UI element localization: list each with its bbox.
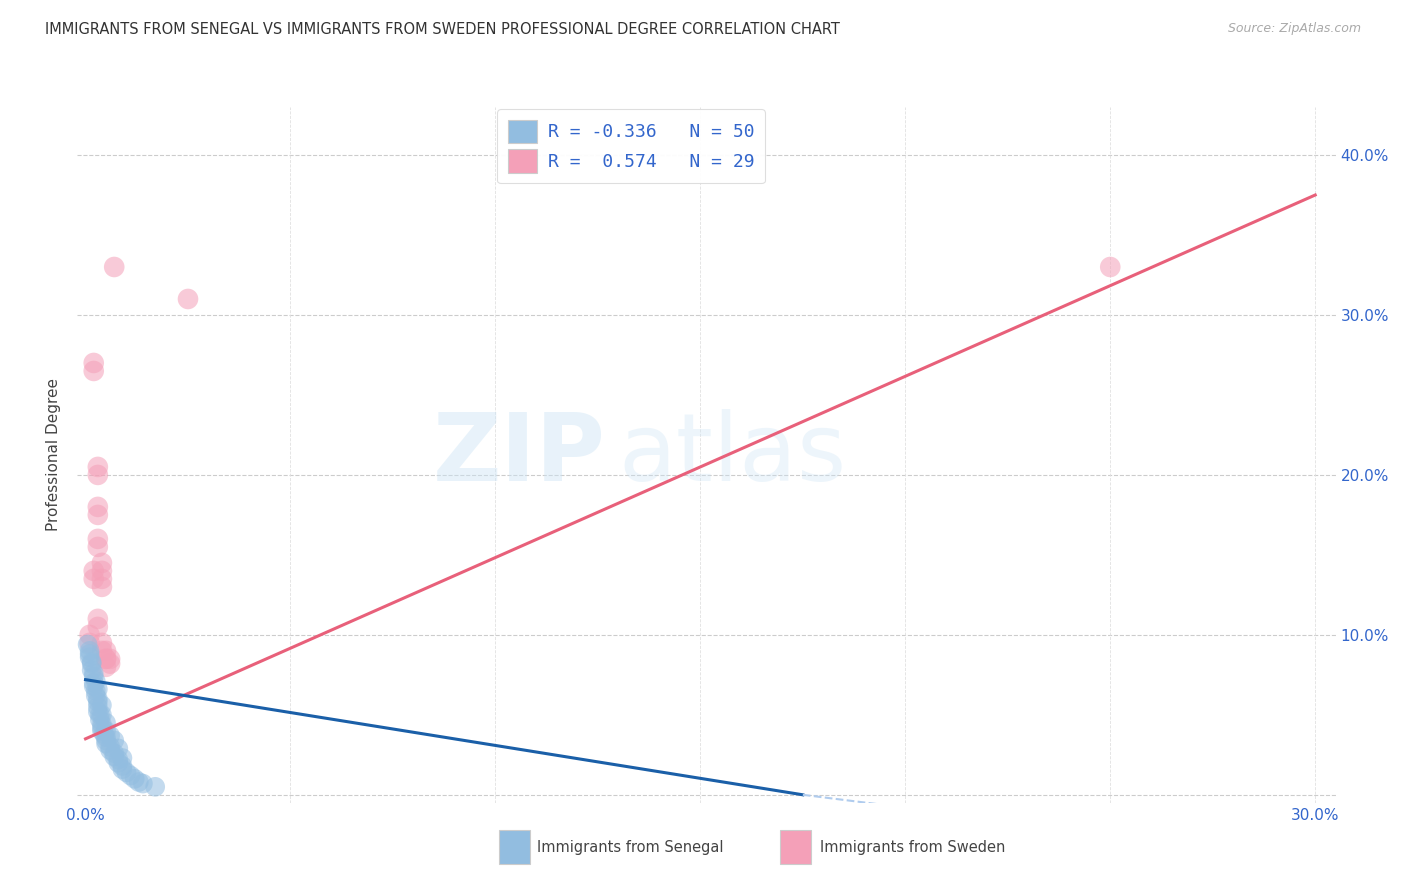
Point	[87, 699, 110, 714]
Point	[87, 532, 110, 546]
Point	[98, 739, 121, 754]
Point	[89, 707, 111, 722]
Point	[79, 650, 101, 665]
Point	[84, 683, 107, 698]
Point	[103, 260, 125, 274]
Point	[90, 564, 112, 578]
Point	[90, 717, 112, 731]
Point	[94, 652, 117, 666]
Text: IMMIGRANTS FROM SENEGAL VS IMMIGRANTS FROM SWEDEN PROFESSIONAL DEGREE CORRELATIO: IMMIGRANTS FROM SENEGAL VS IMMIGRANTS FR…	[45, 22, 839, 37]
Point	[115, 765, 138, 780]
Point	[107, 741, 129, 756]
Point	[94, 733, 117, 747]
Point	[87, 705, 110, 719]
Point	[93, 727, 115, 741]
Point	[90, 721, 112, 735]
Point	[98, 743, 121, 757]
Point	[94, 715, 117, 730]
Text: Source: ZipAtlas.com: Source: ZipAtlas.com	[1227, 22, 1361, 36]
Point	[111, 762, 134, 776]
Point	[128, 775, 150, 789]
Point	[83, 364, 105, 378]
Point	[103, 749, 125, 764]
Point	[111, 751, 134, 765]
Point	[90, 723, 112, 738]
Point	[83, 669, 105, 683]
Point	[90, 707, 112, 722]
Point	[98, 652, 121, 666]
Point	[1099, 260, 1122, 274]
Point	[132, 776, 155, 790]
Point	[80, 663, 103, 677]
Legend: R = -0.336   N = 50, R =  0.574   N = 29: R = -0.336 N = 50, R = 0.574 N = 29	[496, 109, 765, 184]
Point	[124, 772, 146, 786]
Point	[76, 637, 98, 651]
Point	[107, 753, 129, 767]
Point	[87, 467, 110, 482]
Point	[83, 666, 105, 681]
FancyBboxPatch shape	[499, 830, 530, 863]
Point	[83, 676, 105, 690]
Point	[87, 691, 110, 706]
Point	[90, 580, 112, 594]
Point	[83, 572, 105, 586]
Point	[94, 652, 117, 666]
Text: Immigrants from Sweden: Immigrants from Sweden	[820, 839, 1005, 855]
Text: ZIP: ZIP	[433, 409, 606, 501]
Point	[98, 657, 121, 671]
Point	[87, 500, 110, 514]
Text: Immigrants from Senegal: Immigrants from Senegal	[537, 839, 724, 855]
Point	[177, 292, 200, 306]
Point	[111, 759, 134, 773]
Point	[84, 674, 107, 689]
Point	[79, 647, 101, 661]
Point	[87, 459, 110, 474]
Point	[87, 620, 110, 634]
Point	[79, 628, 101, 642]
Point	[87, 695, 110, 709]
Point	[94, 660, 117, 674]
Point	[83, 564, 105, 578]
Point	[98, 729, 121, 743]
Point	[90, 636, 112, 650]
Point	[120, 769, 142, 783]
Point	[83, 679, 105, 693]
Point	[87, 540, 110, 554]
Point	[79, 644, 101, 658]
Point	[107, 756, 129, 770]
Point	[87, 682, 110, 697]
Point	[94, 737, 117, 751]
Point	[90, 556, 112, 570]
Point	[103, 733, 125, 747]
Point	[80, 657, 103, 671]
Text: atlas: atlas	[619, 409, 846, 501]
Point	[87, 612, 110, 626]
Point	[103, 746, 125, 760]
FancyBboxPatch shape	[780, 830, 811, 863]
Point	[79, 636, 101, 650]
Point	[87, 508, 110, 522]
Point	[94, 644, 117, 658]
Point	[90, 698, 112, 713]
Point	[80, 655, 103, 669]
Point	[90, 572, 112, 586]
Point	[90, 644, 112, 658]
Point	[94, 730, 117, 744]
Point	[94, 723, 117, 738]
Y-axis label: Professional Degree: Professional Degree	[46, 378, 62, 532]
Point	[84, 689, 107, 703]
Point	[83, 356, 105, 370]
Point	[143, 780, 166, 794]
Point	[89, 713, 111, 727]
